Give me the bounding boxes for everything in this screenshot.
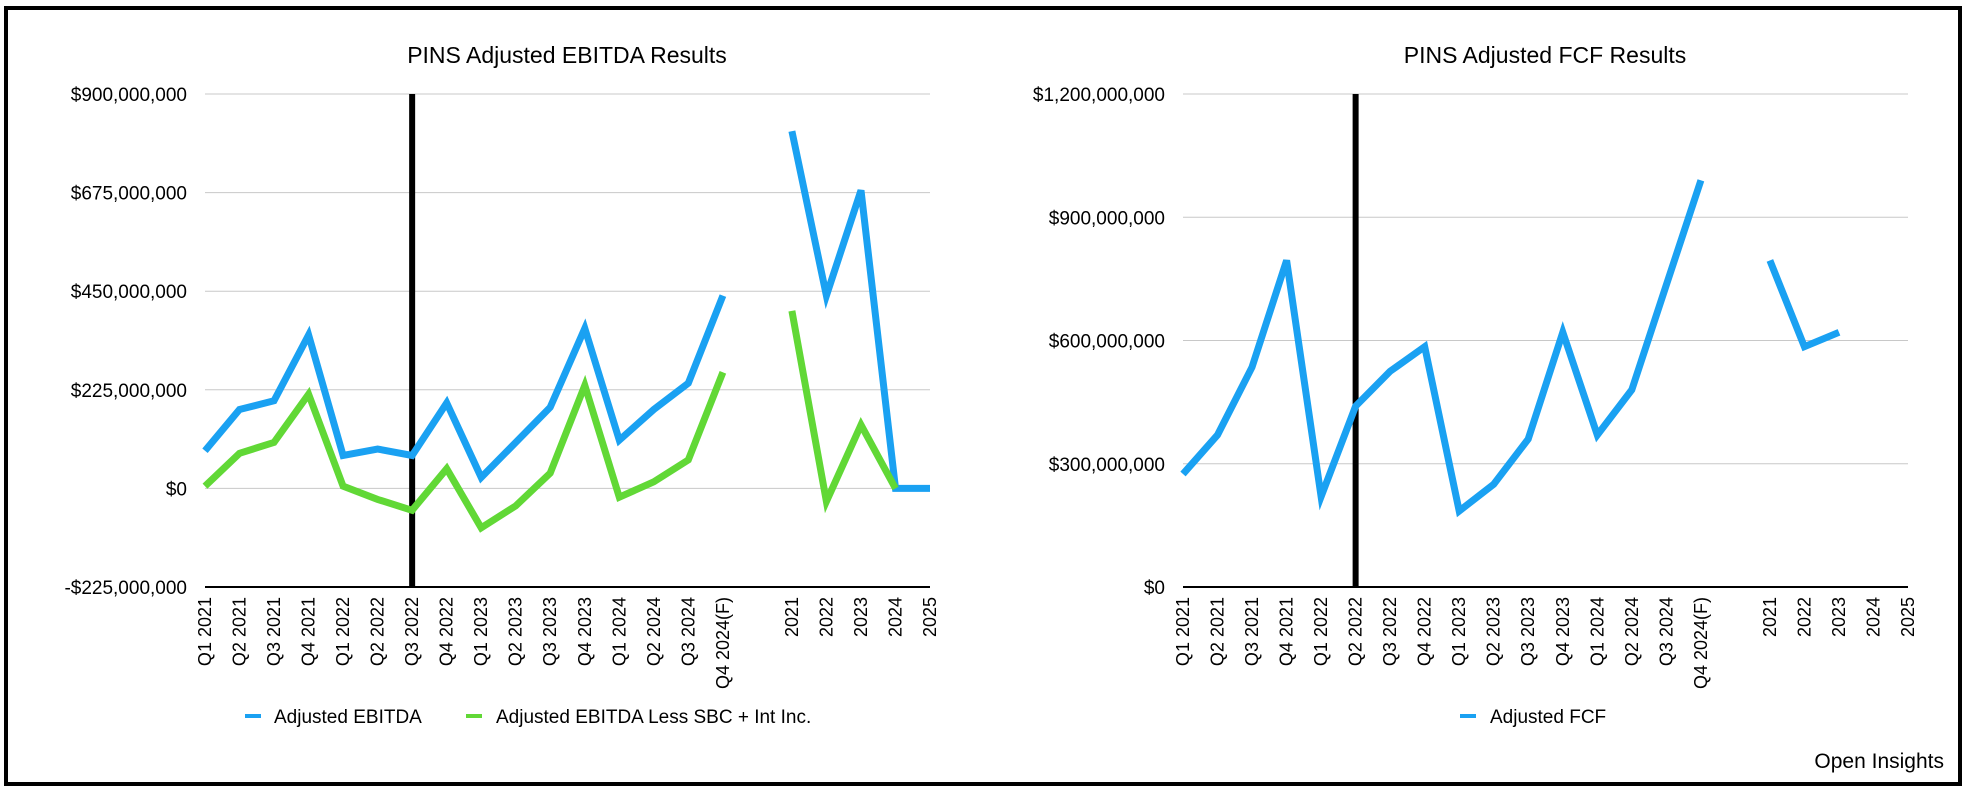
x-tick-label: Q2 2024 [644,597,664,666]
y-tick-label: $1,200,000,000 [1033,85,1165,106]
x-tick-label: Q3 2022 [1380,597,1400,666]
series-line-1-segment-2 [1766,259,1841,352]
x-tick-label: 2024 [885,597,905,637]
x-tick-label: Q4 2022 [437,597,457,666]
watermark-text: Open Insights [1814,750,1944,773]
series-line-1-segment-1 [202,294,727,484]
x-tick-label: Q3 2022 [402,597,422,666]
x-tick-label: 2024 [1863,597,1883,637]
x-tick-label: Q2 2021 [230,597,250,666]
x-tick-label: Q1 2023 [1449,597,1469,666]
x-tick-label: Q3 2024 [678,597,698,666]
charts-panel [4,6,1962,786]
x-tick-label: 2023 [1829,597,1849,637]
x-tick-label: Q2 2021 [1208,597,1228,666]
x-tick-label: Q1 2021 [195,597,215,666]
x-tick-label: Q4 2021 [1277,597,1297,666]
x-tick-label: 2022 [816,597,836,637]
x-tick-label: 2021 [1760,597,1780,637]
x-tick-label: Q3 2021 [264,597,284,666]
x-tick-label: Q4 2023 [1553,597,1573,666]
chart-2: PINS Adjusted FCF Results $0 $300,000,000 $… [1033,42,1918,728]
y-tick-label: $900,000,000 [1049,208,1165,229]
y-tick-label: $600,000,000 [1049,332,1165,353]
x-tick-label: Q3 2023 [1518,597,1538,666]
x-tick-label: Q2 2023 [506,597,526,666]
y-tick-label: $450,000,000 [71,282,187,303]
x-tick-label: Q1 2022 [1311,597,1331,666]
chart-title: PINS Adjusted EBITDA Results [407,42,727,68]
x-tick-label: Q3 2023 [540,597,560,666]
x-tick-label: 2022 [1794,597,1814,637]
y-tick-label: $900,000,000 [71,85,187,106]
x-tick-label: Q1 2021 [1173,597,1193,666]
x-tick-label: Q2 2022 [1346,597,1366,666]
x-tick-label: Q1 2022 [333,597,353,666]
chart-title: PINS Adjusted FCF Results [1404,42,1687,68]
series-line-1-segment-1 [1180,179,1705,518]
x-tick-label: 2025 [920,597,940,637]
y-tick-label: $675,000,000 [71,184,187,205]
x-tick-label: Q1 2024 [609,597,629,666]
x-tick-label: Q4 2024(F) [1691,597,1711,689]
x-tick-label: Q4 2024(F) [713,597,733,689]
x-tick-label: Q3 2024 [1656,597,1676,666]
x-tick-label: Q1 2024 [1587,597,1607,666]
x-tick-label: Q3 2021 [1242,597,1262,666]
x-tick-label: Q4 2023 [575,597,595,666]
series-line-2-segment-1 [202,371,727,533]
x-tick-label: Q2 2022 [368,597,388,666]
y-tick-label: -$225,000,000 [64,578,187,599]
legend-label: Adjusted EBITDA [274,707,422,728]
y-tick-label: $0 [166,479,187,500]
chart-1: PINS Adjusted EBITDA Results -$225,000,00… [64,42,940,728]
x-tick-label: 2021 [782,597,802,637]
y-tick-label: $300,000,000 [1049,455,1165,476]
x-tick-label: Q1 2023 [471,597,491,666]
x-tick-label: Q2 2023 [1484,597,1504,666]
x-tick-label: 2023 [851,597,871,637]
y-tick-label: $0 [1144,578,1165,599]
y-tick-label: $225,000,000 [71,381,187,402]
series-line-2-segment-2 [788,310,899,514]
x-tick-label: Q4 2022 [1415,597,1435,666]
legend-label: Adjusted FCF [1490,707,1606,728]
legend-label: Adjusted EBITDA Less SBC + Int Inc. [496,707,811,728]
x-tick-label: 2025 [1898,597,1918,637]
x-tick-label: Q4 2021 [299,597,319,666]
x-tick-label: Q2 2024 [1622,597,1642,666]
